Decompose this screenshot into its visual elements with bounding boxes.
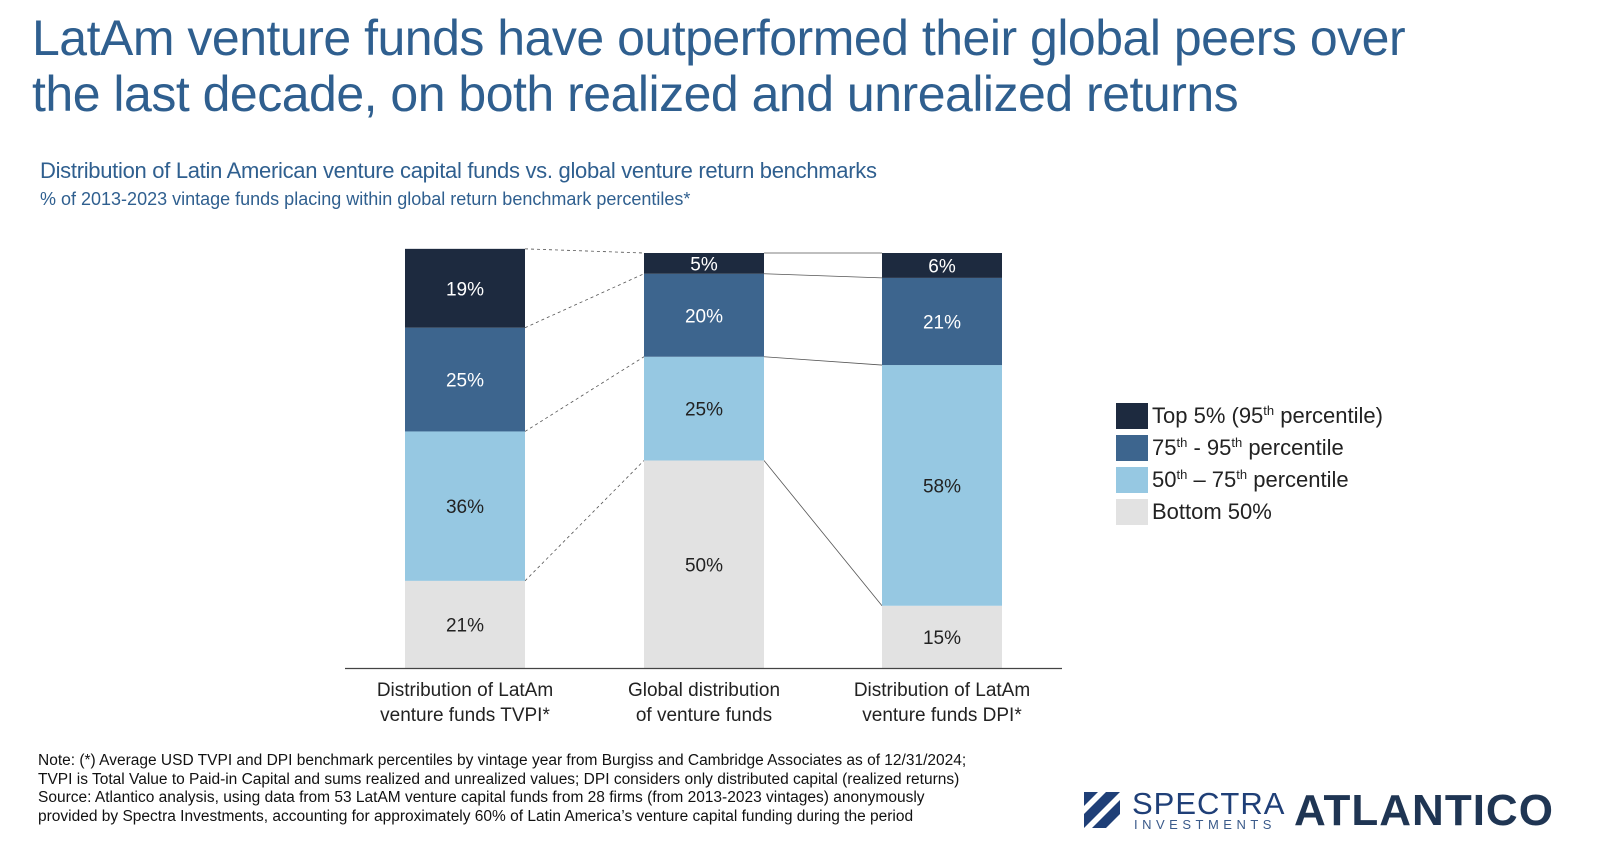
legend-item: Bottom 50% — [1116, 496, 1383, 528]
bar-segment — [882, 605, 1002, 668]
spectra-subtext: INVESTMENTS — [1134, 817, 1276, 832]
bar-segment — [405, 327, 525, 432]
note-line-4: provided by Spectra Investments, account… — [38, 807, 914, 825]
legend-swatch — [1116, 435, 1148, 461]
data-label: 25% — [446, 371, 484, 392]
legend-item: Top 5% (95th percentile) — [1116, 400, 1383, 432]
footnotes: Note: (*) Average USD TVPI and DPI bench… — [38, 752, 1078, 826]
legend-label: 75th - 95th percentile — [1152, 435, 1344, 460]
note-line-1: Note: (*) Average USD TVPI and DPI bench… — [38, 752, 967, 769]
data-label: 20% — [685, 306, 723, 327]
note-line-3: Source: Atlantico analysis, using data f… — [38, 789, 925, 806]
chart-subtitle: Distribution of Latin American venture c… — [40, 158, 877, 183]
connector-line — [763, 273, 883, 279]
spectra-mark-icon — [1084, 792, 1120, 828]
data-label: 36% — [446, 497, 484, 518]
bar-segment — [405, 580, 525, 668]
legend-swatch — [1116, 499, 1148, 525]
bar-segment — [882, 277, 1002, 366]
bar-segment — [644, 460, 764, 668]
data-label: 5% — [690, 254, 718, 275]
legend-label: Top 5% (95th percentile) — [1152, 403, 1383, 428]
bar-segment — [405, 431, 525, 581]
category-label: Distribution of LatAm — [377, 680, 553, 701]
connector-line — [763, 460, 883, 607]
page-title: LatAm venture funds have outperformed th… — [32, 10, 1552, 122]
bar-segment — [644, 273, 764, 357]
connector-line — [524, 273, 645, 329]
data-label: 15% — [923, 628, 961, 649]
data-label: 19% — [446, 279, 484, 300]
legend-swatch — [1116, 403, 1148, 429]
stacked-bar-chart: 21% 36% 25% 19% 50% 25% 20% 5% 15% 58% 21% 6% Distri… — [345, 248, 1062, 726]
category-label: Distribution of LatAm — [854, 680, 1030, 701]
data-label: 25% — [685, 400, 723, 421]
category-label: venture funds DPI* — [862, 705, 1022, 726]
atlantico-logo: ATLANTICO — [1294, 786, 1554, 835]
category-label: of venture funds — [636, 705, 772, 726]
connector-line — [763, 356, 883, 366]
legend-label: Bottom 50% — [1152, 499, 1272, 524]
title-line-1: LatAm venture funds have outperformed th… — [32, 10, 1406, 66]
title-line-2: the last decade, on both realized and un… — [32, 66, 1239, 122]
note-line-2: TVPI is Total Value to Paid-in Capital a… — [38, 770, 960, 788]
category-label: Global distribution — [628, 680, 780, 701]
spectra-wordmark: SPECTRA — [1132, 786, 1286, 821]
legend-swatch — [1116, 467, 1148, 493]
data-label: 6% — [928, 256, 956, 277]
connector-line — [524, 248, 645, 254]
chart-description: % of 2013-2023 vintage funds placing wit… — [40, 189, 691, 209]
bar-segment — [644, 356, 764, 461]
bar-segment — [882, 365, 1002, 606]
connector-line — [524, 460, 645, 582]
data-label: 58% — [923, 476, 961, 497]
bar-segment — [644, 253, 764, 274]
bar-segment — [405, 248, 525, 328]
data-label: 50% — [685, 555, 723, 576]
bar-segment — [882, 253, 1002, 278]
legend-item: 50th – 75th percentile — [1116, 464, 1383, 496]
data-label: 21% — [923, 312, 961, 333]
legend-label: 50th – 75th percentile — [1152, 467, 1349, 492]
chart-legend: Top 5% (95th percentile) 75th - 95th perc… — [1116, 400, 1383, 528]
legend-item: 75th - 95th percentile — [1116, 432, 1383, 464]
data-label: 21% — [446, 615, 484, 636]
category-label: venture funds TVPI* — [380, 705, 550, 726]
connector-line — [524, 356, 645, 432]
